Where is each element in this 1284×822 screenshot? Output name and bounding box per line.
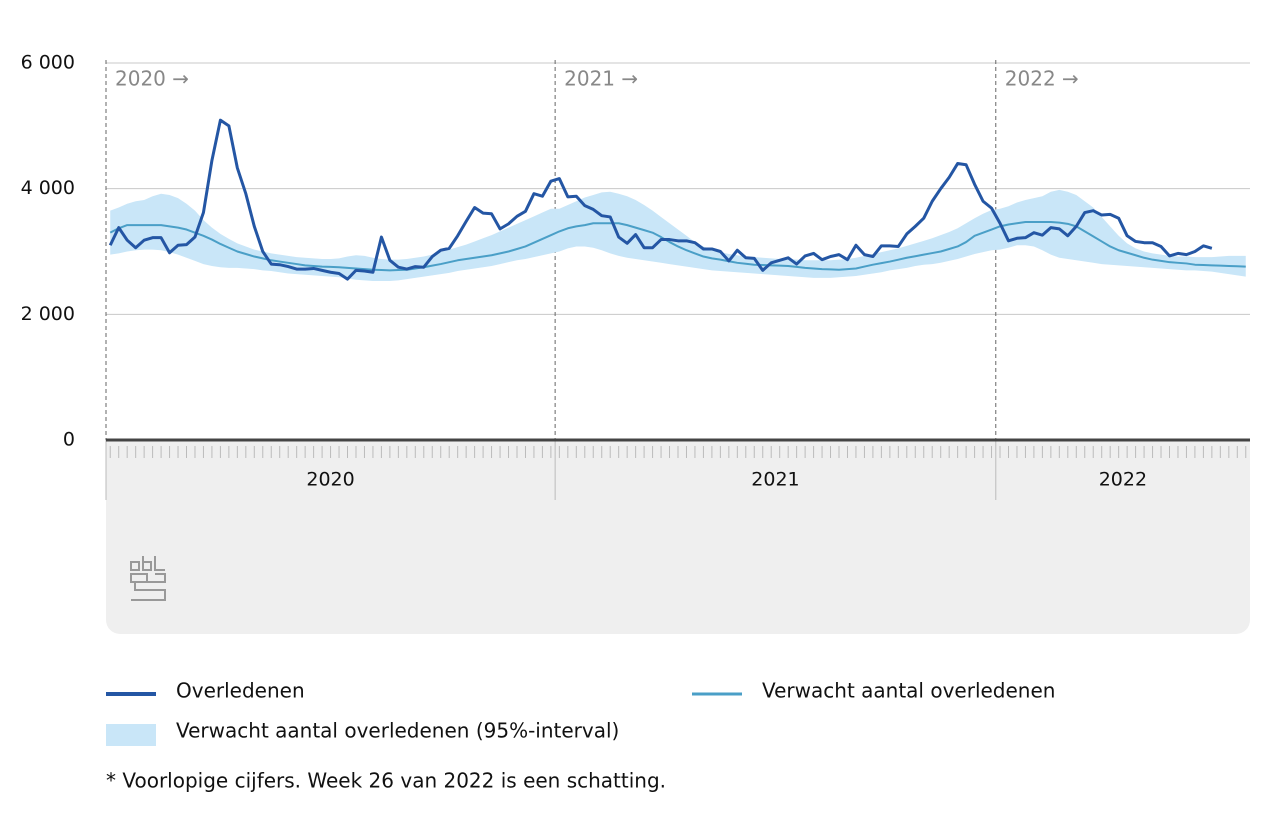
x-period-label: 2021 — [751, 469, 799, 491]
y-tick-label: 2 000 — [21, 303, 75, 325]
legend-label: Overledenen — [176, 679, 305, 703]
y-tick-label: 4 000 — [21, 177, 75, 199]
period-marker: 2020 → — [115, 67, 189, 91]
cbs-logo — [130, 556, 166, 601]
x-period-label: 2020 — [306, 469, 354, 491]
period-marker: 2021 → — [564, 67, 638, 91]
footnote: * Voorlopige cijfers. Week 26 van 2022 i… — [106, 769, 666, 793]
series-line — [109, 220, 1246, 272]
legend-label: Verwacht aantal overledenen — [762, 679, 1055, 703]
confidence-band — [110, 189, 1246, 282]
y-tick-label: 6 000 — [21, 52, 75, 74]
x-period-label: 2022 — [1099, 469, 1147, 491]
period-marker: 2022 → — [1005, 67, 1079, 91]
legend-label: Verwacht aantal overledenen (95%-interva… — [176, 719, 619, 743]
axis-panel — [106, 440, 1250, 634]
y-tick-label: 0 — [63, 429, 75, 451]
series-line — [108, 118, 1213, 281]
legend-swatch — [106, 724, 156, 746]
